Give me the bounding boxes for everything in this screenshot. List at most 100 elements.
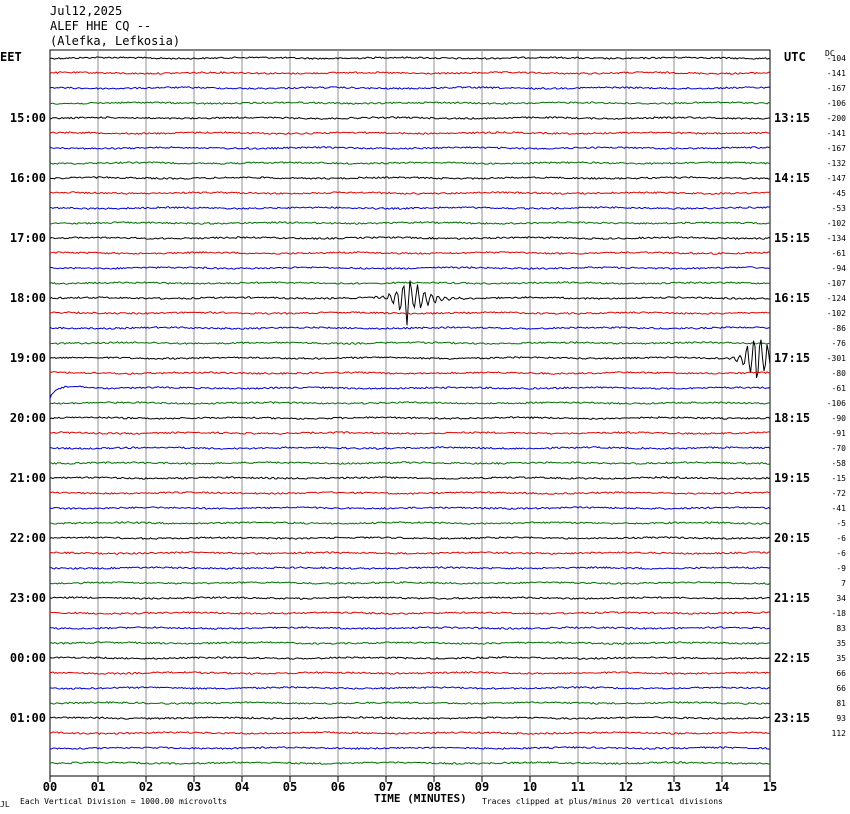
dc-offset-value: -58 [832, 459, 847, 468]
trace-line [49, 221, 771, 225]
footer-mark: JL [0, 800, 10, 809]
dc-offset-value: -134 [827, 234, 846, 243]
left-hour-label: 18:00 [10, 291, 46, 305]
right-hour-label: 13:15 [774, 111, 810, 125]
dc-offset-value: -90 [832, 414, 847, 423]
dc-offset-value: -80 [832, 369, 847, 378]
trace-line [49, 86, 771, 90]
dc-offset-value: -167 [827, 144, 846, 153]
dc-offset-value: -53 [832, 204, 847, 213]
left-hour-label: 23:00 [10, 591, 46, 605]
dc-offset-value: -45 [832, 189, 847, 198]
trace-line [49, 596, 771, 600]
left-hour-label: 16:00 [10, 171, 46, 185]
trace-line [49, 566, 771, 570]
dc-offset-value: -301 [827, 354, 846, 363]
right-hour-label: 22:15 [774, 651, 810, 665]
left-hour-label: 22:00 [10, 531, 46, 545]
trace-line [49, 416, 771, 420]
dc-offset-value: 66 [836, 669, 846, 678]
trace-line [49, 686, 771, 690]
header-location: (Alefka, Lefkosia) [50, 34, 181, 48]
trace-line [49, 251, 771, 255]
dc-offset-value: -5 [836, 519, 846, 528]
dc-offset-value: -61 [832, 249, 847, 258]
x-tick-label: 02 [139, 780, 153, 794]
x-tick-label: 07 [379, 780, 393, 794]
x-tick-label: 15 [763, 780, 777, 794]
dc-offset-value: -141 [827, 129, 846, 138]
dc-offset-value: -141 [827, 69, 846, 78]
dc-offset-value: -107 [827, 279, 846, 288]
trace-line [49, 280, 770, 326]
dc-offset-value: 34 [836, 594, 846, 603]
trace-line [49, 70, 771, 75]
trace-line [49, 146, 771, 150]
left-hour-label: 19:00 [10, 351, 46, 365]
right-hour-label: 21:15 [774, 591, 810, 605]
trace-line [49, 385, 771, 399]
dc-offset-value: 35 [836, 654, 846, 663]
header-date: Jul12,2025 [50, 4, 123, 18]
trace-line [49, 536, 771, 540]
trace-line [49, 551, 771, 555]
trace-line [49, 506, 771, 510]
trace-line [49, 116, 770, 120]
trace-line [49, 446, 771, 450]
dc-offset-value: -91 [832, 429, 847, 438]
trace-line [49, 176, 771, 180]
dc-offset-value: -18 [832, 609, 847, 618]
dc-offset-value: -147 [827, 174, 846, 183]
right-hour-label: 15:15 [774, 231, 810, 245]
dc-offset-value: -70 [832, 444, 847, 453]
trace-line [49, 581, 771, 585]
x-tick-label: 04 [235, 780, 249, 794]
dc-offset-value: 81 [836, 699, 846, 708]
trace-line [49, 101, 771, 105]
trace-line [49, 611, 771, 615]
trace-line [49, 326, 771, 330]
dc-offset-value: -167 [827, 84, 846, 93]
left-hour-label: 17:00 [10, 231, 46, 245]
dc-offset-value: 66 [836, 684, 846, 693]
trace-line [49, 491, 771, 495]
trace-line [49, 236, 771, 240]
trace-line [49, 626, 771, 630]
dc-offset-value: -106 [827, 399, 846, 408]
trace-line [49, 521, 771, 525]
x-tick-label: 08 [427, 780, 441, 794]
left-hour-label: 20:00 [10, 411, 46, 425]
left-hour-label: 21:00 [10, 471, 46, 485]
trace-line [49, 341, 771, 345]
trace-line [50, 401, 771, 405]
trace-line [49, 191, 771, 195]
x-tick-label: 11 [571, 780, 585, 794]
trace-line [49, 476, 771, 480]
x-tick-label: 10 [523, 780, 537, 794]
right-hour-label: 14:15 [774, 171, 810, 185]
dc-offset-value: 35 [836, 639, 846, 648]
right-hour-label: 16:15 [774, 291, 810, 305]
dc-offset-value: 112 [832, 729, 847, 738]
trace-line [49, 266, 771, 270]
dc-offset-value: 93 [836, 714, 846, 723]
dc-offset-value: -76 [832, 339, 847, 348]
trace-line [49, 56, 771, 60]
trace-line [49, 746, 771, 751]
dc-offset-value: -200 [827, 114, 846, 123]
x-tick-label: 01 [91, 780, 105, 794]
left-hour-label: 00:00 [10, 651, 46, 665]
dc-offset-value: -124 [827, 294, 846, 303]
x-tick-label: 12 [619, 780, 633, 794]
trace-line [49, 731, 771, 735]
x-axis-label: TIME (MINUTES) [374, 792, 467, 805]
trace-line [49, 131, 771, 135]
dc-offset-value: -72 [832, 489, 847, 498]
trace-line [49, 656, 771, 660]
right-hour-label: 17:15 [774, 351, 810, 365]
dc-offset-value: -102 [827, 219, 846, 228]
right-hour-label: 23:15 [774, 711, 810, 725]
left-timezone-label: EET [0, 50, 22, 64]
left-hour-label: 01:00 [10, 711, 46, 725]
dc-offset-value: -6 [836, 549, 846, 558]
